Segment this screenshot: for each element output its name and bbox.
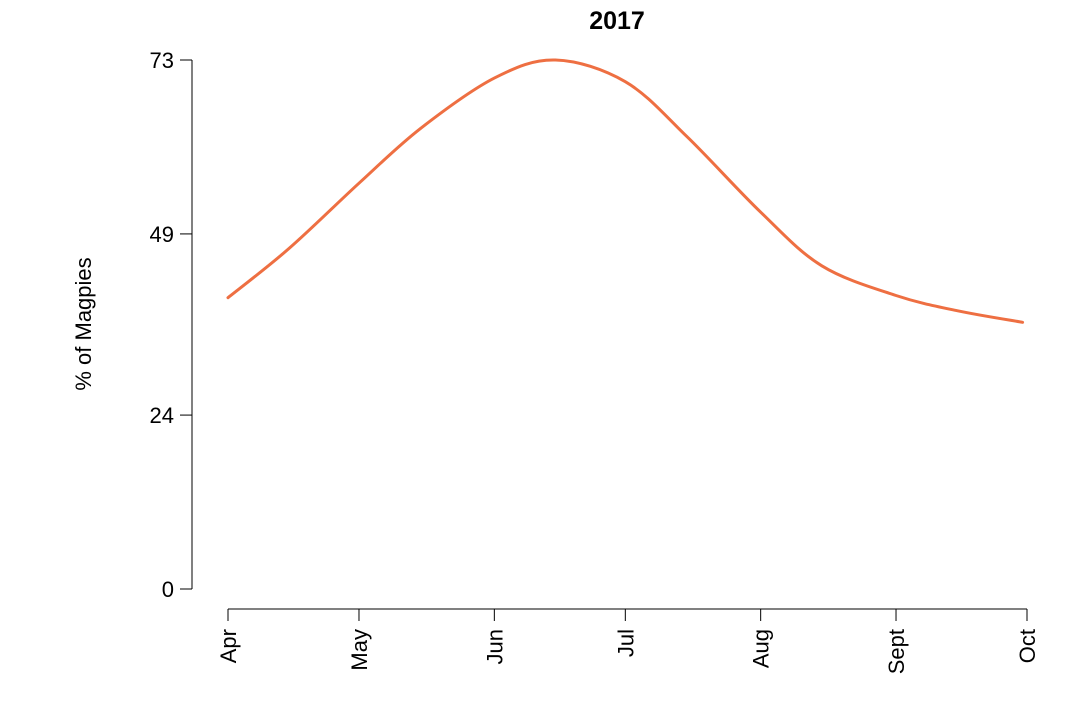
y-tick-label: 49 — [150, 222, 174, 247]
x-tick-label: Jun — [482, 629, 507, 664]
series-line — [226, 58, 1025, 324]
y-tick-label: 73 — [150, 48, 174, 73]
x-tick-label: Sept — [884, 629, 909, 674]
y-tick-label: 24 — [150, 403, 174, 428]
x-tick-label: May — [347, 629, 372, 671]
x-axis: Apr May Jun Jul Aug Sept Oct — [216, 608, 1040, 674]
series-layer — [226, 58, 1025, 324]
y-axis-label: % of Magpies — [71, 257, 96, 390]
x-tick-label: Jul — [613, 629, 638, 657]
x-tick-label: Aug — [749, 629, 774, 668]
y-axis: 0 24 49 73 — [150, 48, 193, 602]
x-tick-label: Oct — [1015, 629, 1040, 663]
y-tick-label: 0 — [162, 577, 174, 602]
x-tick-label: Apr — [216, 629, 241, 663]
chart-title: 2017 — [589, 7, 645, 35]
